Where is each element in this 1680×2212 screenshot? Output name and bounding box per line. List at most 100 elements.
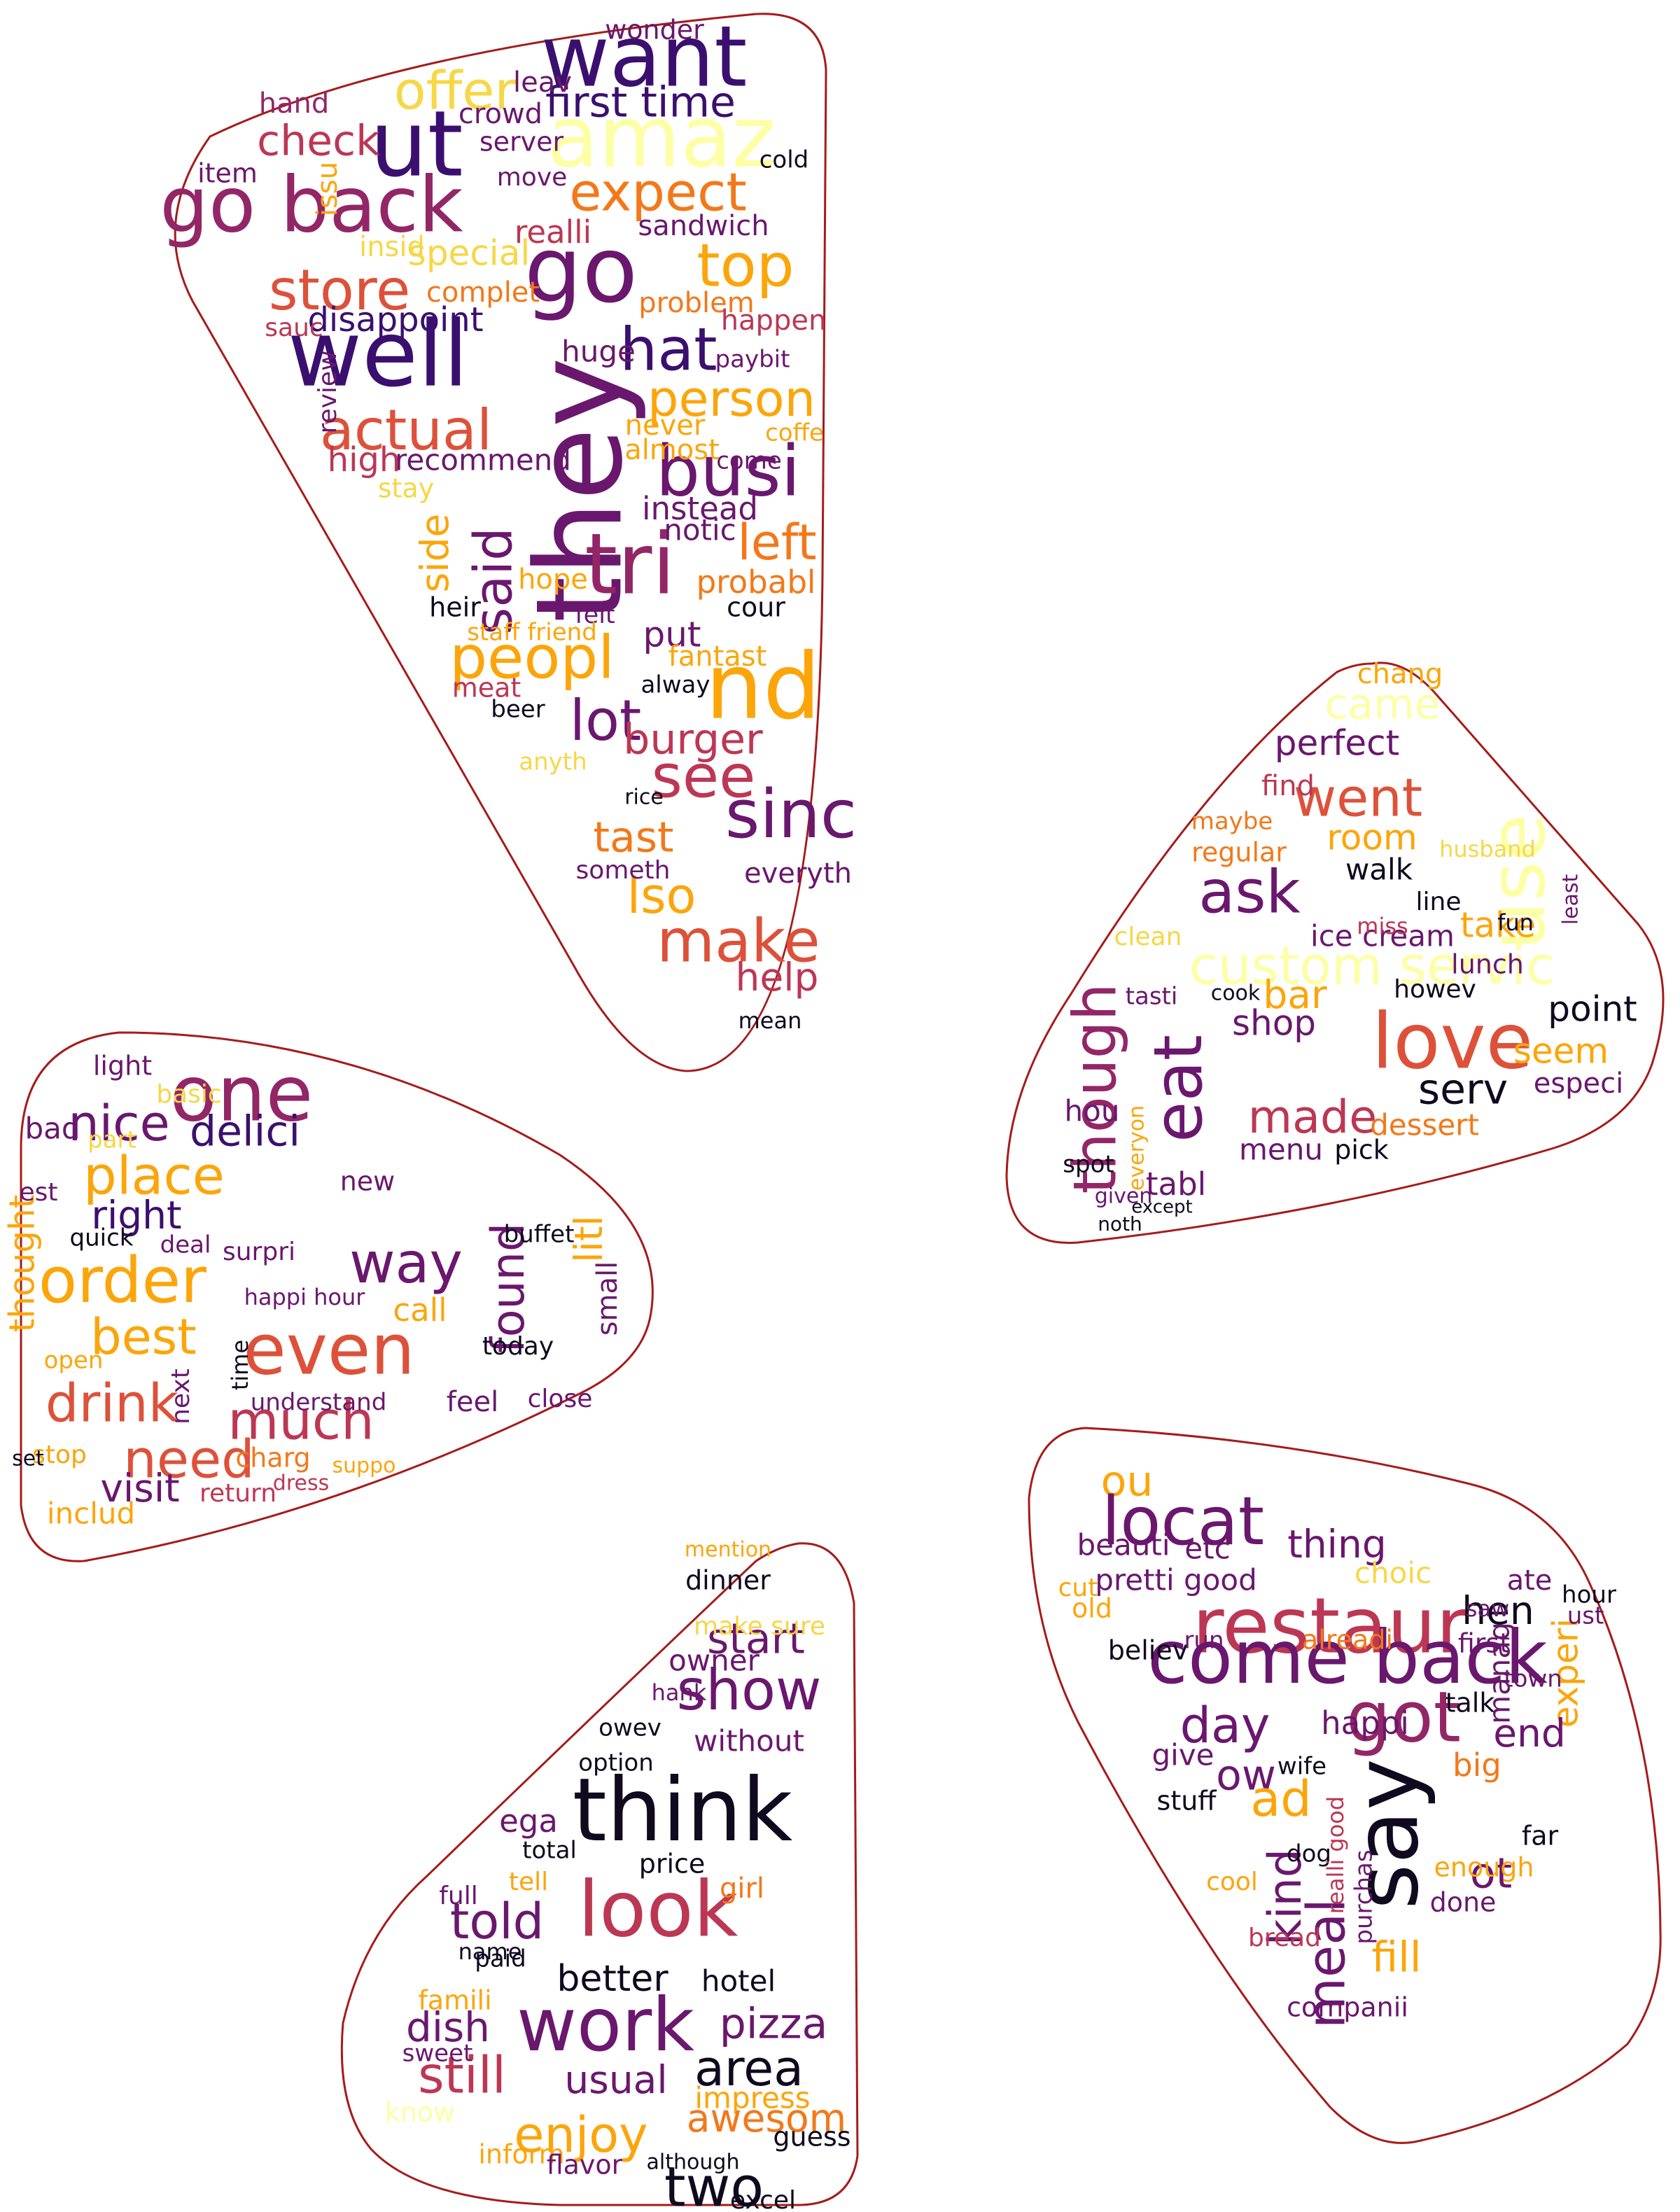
cloud-outline-bottom-right	[1028, 1427, 1662, 2144]
cloud-word: lso	[627, 867, 696, 925]
cloud-word: high	[328, 440, 401, 479]
cloud-word: visit	[100, 1466, 179, 1511]
cloud-word: enough	[1434, 1852, 1534, 1883]
cloud-word: top	[696, 231, 794, 300]
cloud-word: mean	[738, 1007, 802, 1034]
cloud-word: big	[1452, 1746, 1502, 1784]
cloud-word: thing	[1287, 1522, 1386, 1567]
cloud-word: enjoy	[514, 2106, 648, 2164]
cloud-word: famili	[418, 1985, 491, 2016]
cloud-word: ow	[1216, 1751, 1276, 1800]
cloud-word: right	[91, 1193, 181, 1238]
cloud-word: charg	[235, 1443, 310, 1474]
cloud-word: paid	[475, 1945, 526, 1973]
cloud-word: flavor	[547, 2150, 623, 2180]
cloud-word: companii	[1287, 1992, 1408, 2023]
cloud-word: peopl	[449, 623, 615, 692]
cloud-word: ut	[370, 91, 463, 197]
cloud-word: meal	[1296, 1898, 1357, 2029]
cloud-word: run	[1184, 1627, 1224, 1655]
cloud-word: manag	[1483, 1622, 1517, 1724]
cloud-word: use	[1472, 814, 1562, 951]
cloud-word: everyon	[1125, 1105, 1149, 1191]
cloud-word: wife	[1278, 1753, 1326, 1781]
cloud-word: time	[227, 1340, 253, 1390]
cloud-word: hour	[1562, 1581, 1616, 1609]
cloud-word: sauc	[265, 314, 323, 342]
cloud-word: basic	[156, 1080, 221, 1109]
cloud-word: never	[625, 410, 706, 442]
cloud-word: dish	[406, 2003, 490, 2051]
cloud-word: disappoint	[307, 300, 483, 340]
cloud-word: deal	[160, 1231, 211, 1259]
cloud-word: given	[1095, 1184, 1153, 1209]
cloud-word: come back	[1147, 1615, 1548, 1700]
cloud-word: expect	[569, 162, 747, 223]
cloud-word: item	[197, 158, 258, 189]
cloud-word: nice	[68, 1095, 169, 1152]
cloud-word: hope	[518, 564, 588, 596]
cloud-word: one	[170, 1049, 314, 1138]
cloud-word: serv	[1418, 1065, 1508, 1114]
cloud-word: tri	[584, 517, 676, 614]
cloud-word: next	[167, 1368, 195, 1424]
cloud-word: restaur	[1192, 1581, 1468, 1670]
cloud-word: inform	[478, 2139, 564, 2170]
cloud-word: hotel	[701, 1964, 776, 1998]
cloud-word: coffe	[765, 419, 824, 447]
cloud-word: went	[1294, 767, 1422, 829]
cloud-word: crowd	[458, 98, 542, 130]
cloud-word: well	[288, 301, 469, 407]
cloud-word: realli good	[1322, 1796, 1349, 1914]
cloud-word: come	[716, 447, 782, 475]
cloud-word: total	[522, 1837, 577, 1865]
cloud-word: hen	[1462, 1588, 1534, 1633]
cloud-word: offer	[394, 60, 517, 122]
cloud-word: fun	[1497, 909, 1534, 936]
cloud-word: miss	[1357, 913, 1408, 939]
cloud-word: bar	[1263, 972, 1327, 1017]
cloud-word: owev	[598, 1714, 662, 1742]
cloud-word: notic	[664, 513, 736, 547]
cloud-word: believ	[1108, 1635, 1188, 1666]
cloud-word: noth	[1098, 1212, 1142, 1236]
cloud-word: make sure	[694, 1612, 825, 1641]
cloud-word: fill	[1371, 1933, 1421, 1982]
cloud-word: owner	[668, 1644, 760, 1678]
cloud-word: tast	[593, 813, 673, 862]
cloud-word: happi	[1321, 1704, 1409, 1742]
cloud-word: locat	[1102, 1483, 1264, 1560]
cloud-word: fantast	[668, 640, 767, 673]
cloud-word: line	[1416, 888, 1462, 916]
cloud-outline-left	[20, 1031, 654, 1562]
cloud-word: beauti	[1077, 1528, 1170, 1562]
cloud-word: order	[38, 1244, 206, 1317]
cloud-word: ate	[1507, 1564, 1553, 1597]
cloud-word: done	[1430, 1887, 1497, 1918]
cloud-word: dress	[273, 1471, 329, 1496]
cloud-word: set	[12, 1447, 44, 1471]
cloud-word: take	[1460, 905, 1536, 946]
cloud-word: understand	[251, 1389, 387, 1417]
cloud-word: beer	[491, 696, 545, 724]
cloud-word: pizza	[720, 2000, 828, 2049]
cloud-word: dog	[1287, 1840, 1331, 1868]
cloud-word: someth	[576, 856, 671, 885]
cloud-word: look	[578, 1864, 738, 1954]
cloud-word: spot	[1063, 1151, 1114, 1179]
cloud-word: know	[385, 2097, 455, 2128]
cloud-word: feel	[447, 1386, 498, 1418]
cloud-word: ust	[1567, 1602, 1604, 1630]
cloud-word: felt	[575, 601, 615, 629]
cloud-word: need	[123, 1429, 254, 1490]
cloud-word: put	[643, 615, 701, 655]
cloud-word: guess	[773, 2122, 850, 2152]
cloud-word: menu	[1239, 1133, 1323, 1167]
cloud-word: girl	[720, 1872, 764, 1905]
cloud-word: issu	[312, 162, 344, 216]
cloud-word: maybe	[1191, 808, 1273, 836]
cloud-word: burger	[623, 715, 763, 764]
